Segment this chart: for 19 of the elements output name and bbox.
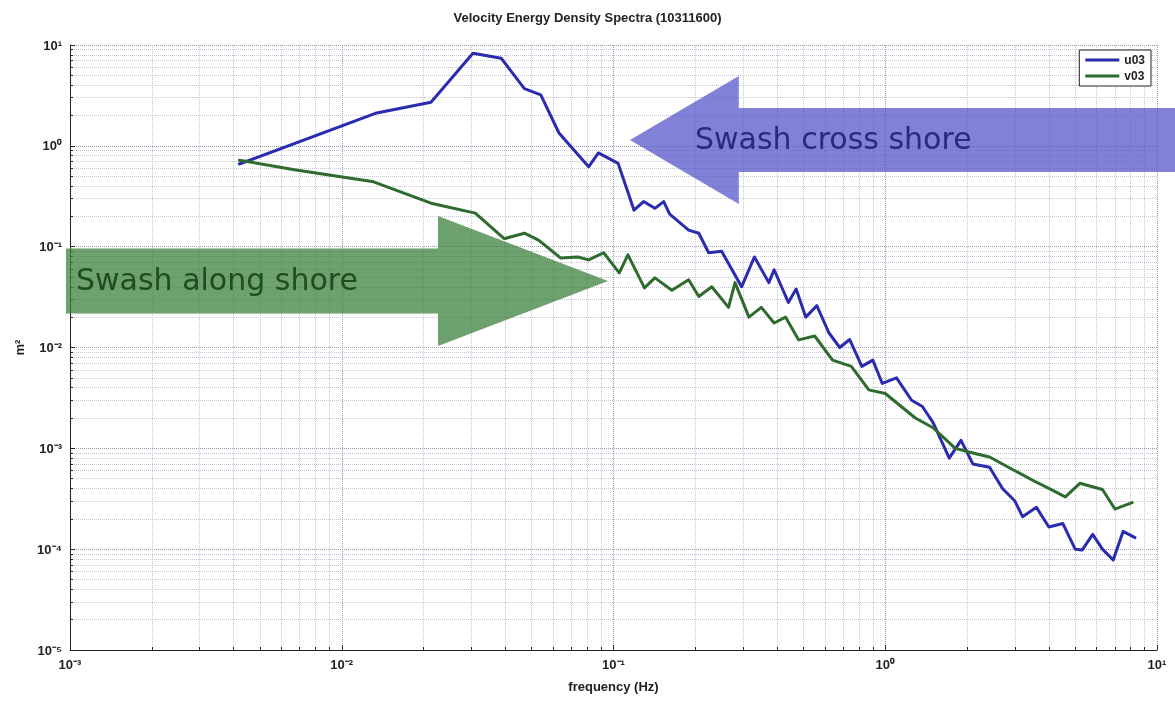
x-tick-label: 10⁻²: [330, 657, 354, 672]
y-tick-label: 10¹: [43, 37, 62, 53]
annotation: Swash cross shore: [695, 121, 972, 156]
y-axis-title: m²: [12, 338, 27, 356]
x-axis-title: frequency (Hz): [568, 679, 659, 694]
y-tick-label: 10⁻¹: [39, 239, 62, 255]
y-tick-label: 10⁻⁵: [37, 642, 62, 658]
x-tick-label: 10⁻³: [58, 657, 83, 672]
legend-label: v03: [1124, 69, 1145, 83]
y-tick-label: 10⁻³: [39, 440, 63, 456]
annotation: Swash along shore: [76, 262, 358, 297]
legend-label: u03: [1124, 53, 1146, 67]
y-tick-label: 10⁻⁴: [37, 541, 62, 557]
y-tick-label: 10⁻²: [39, 340, 63, 355]
x-tick-label: 10¹: [1147, 657, 1167, 672]
chart-title: Velocity Energy Density Spectra (10311600): [453, 10, 722, 25]
y-tick-label: 10⁰: [42, 138, 62, 154]
x-tick-label: 10⁰: [875, 657, 895, 672]
x-tick-label: 10⁻¹: [602, 657, 625, 672]
